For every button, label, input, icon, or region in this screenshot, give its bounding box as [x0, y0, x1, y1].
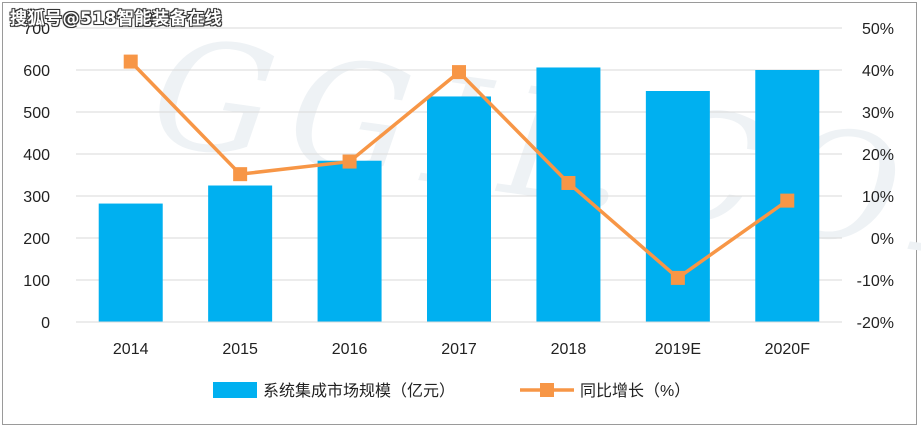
bar	[317, 160, 382, 322]
y-left-tick-label: 400	[23, 147, 50, 164]
x-tick-label: 2016	[332, 341, 368, 358]
x-tick-label: 2020F	[765, 341, 811, 358]
legend-swatch-marker	[540, 383, 554, 397]
y-left-tick-label: 0	[41, 315, 50, 332]
y-right-tick-label: 50%	[862, 21, 894, 38]
line-point	[233, 167, 248, 182]
x-tick-label: 2017	[441, 341, 477, 358]
bar	[645, 91, 710, 322]
y-left-tick-label: 500	[23, 105, 50, 122]
y-right-tick-label: 10%	[862, 189, 894, 206]
axes: 0 100 200 300 400 500 600 700 -20% -10% 0% 10% 20% 30…	[23, 21, 894, 358]
line-point	[670, 270, 685, 285]
legend: 系统集成市场规模（亿元） 同比增长（%）	[213, 382, 690, 400]
bar-series	[98, 67, 820, 323]
y-left-tick-label: 200	[23, 231, 50, 248]
x-tick-label: 2015	[222, 341, 258, 358]
legend-label-bar: 系统集成市场规模（亿元）	[263, 382, 455, 400]
y-right-tick-label: 40%	[862, 63, 894, 80]
y-right-tick-label: -20%	[857, 315, 894, 332]
source-watermark: 搜狐号@518智能装备在线	[10, 9, 222, 29]
y-left-tick-label: 300	[23, 189, 50, 206]
y-left-tick-label: 600	[23, 63, 50, 80]
bar	[208, 185, 273, 322]
line-point	[780, 193, 795, 208]
y-right-tick-label: 30%	[862, 105, 894, 122]
line-point	[123, 54, 138, 69]
x-tick-label: 2014	[113, 341, 149, 358]
bar	[98, 203, 163, 322]
y-right-tick-label: 20%	[862, 147, 894, 164]
y-left-tick-label: 100	[23, 273, 50, 290]
y-right-tick-label: -10%	[857, 273, 894, 290]
legend-label-line: 同比增长（%）	[580, 382, 690, 400]
x-tick-label: 2018	[551, 341, 587, 358]
y-left-tick-label: 700	[23, 21, 50, 38]
line-point	[561, 175, 576, 190]
line-series	[123, 54, 795, 285]
y-right-tick-label: 0%	[871, 231, 894, 248]
bar	[427, 96, 491, 323]
line-point	[342, 154, 357, 169]
line-point	[452, 65, 466, 80]
bar	[536, 67, 601, 322]
legend-swatch-bar	[213, 382, 257, 398]
x-tick-label: 2019E	[655, 341, 701, 358]
